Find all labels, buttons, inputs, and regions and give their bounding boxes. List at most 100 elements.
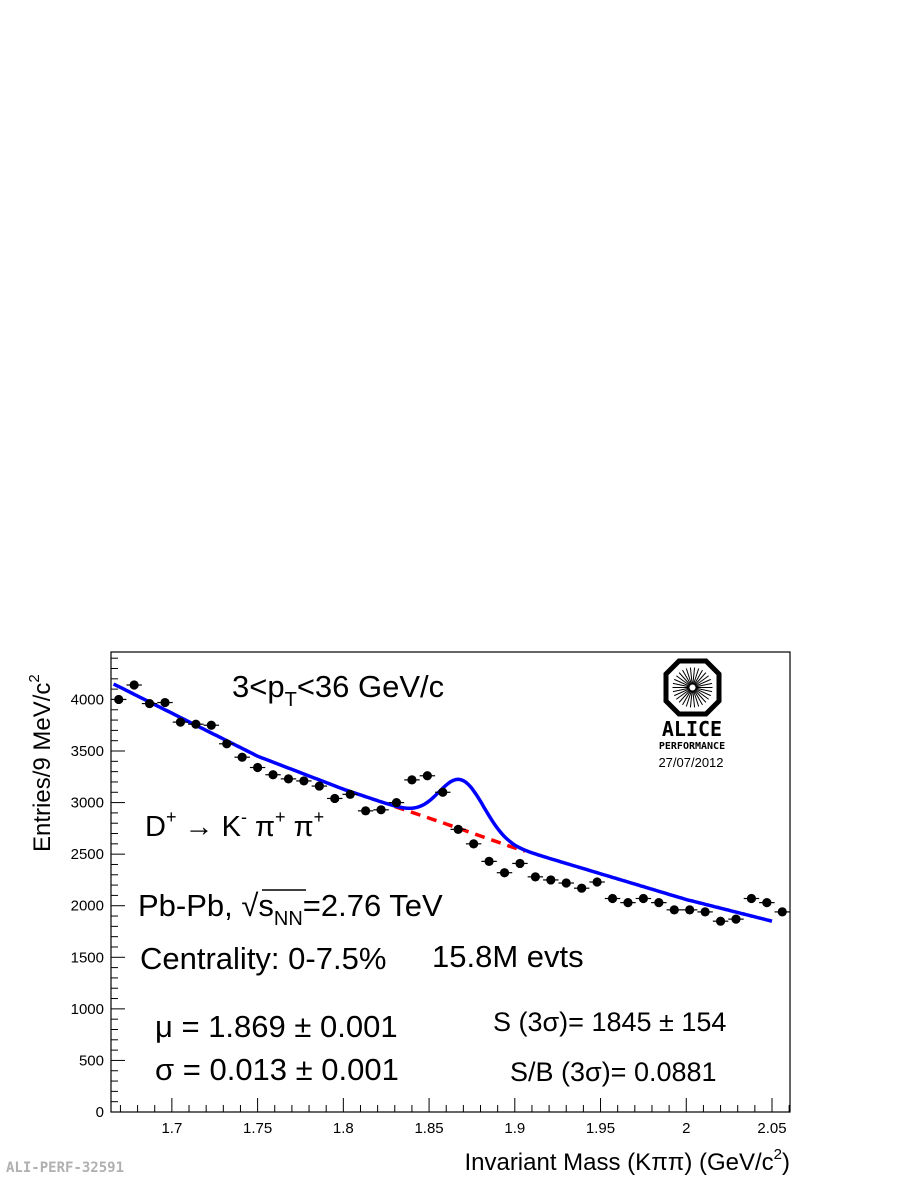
logo-ray xyxy=(674,678,690,687)
sigma-value: σ = 0.013 ± 0.001 xyxy=(155,1052,399,1087)
logo-ray xyxy=(676,675,691,687)
x-tick-label: 1.95 xyxy=(586,1120,615,1137)
data-point xyxy=(253,762,263,773)
events-label: 15.8M evts xyxy=(432,939,584,974)
data-point xyxy=(685,905,695,915)
data-point xyxy=(607,893,618,904)
data-point xyxy=(453,824,463,834)
data-point xyxy=(669,905,679,915)
data-point xyxy=(114,694,124,705)
y-tick-label: 1000 xyxy=(71,1001,104,1018)
logo-ray xyxy=(694,688,709,700)
data-point xyxy=(577,883,587,893)
y-tick-label: 4000 xyxy=(71,691,104,708)
data-point xyxy=(206,720,216,730)
data-point xyxy=(530,872,540,882)
data-point xyxy=(654,898,664,908)
logo-ray xyxy=(695,688,711,697)
x-tick-label: 1.85 xyxy=(414,1120,443,1137)
data-point xyxy=(175,717,186,727)
data-point xyxy=(561,878,571,888)
alice-detector-logo-icon xyxy=(663,658,722,717)
logo-ray xyxy=(689,690,693,708)
data-point xyxy=(700,907,710,917)
y-tick-label: 500 xyxy=(79,1052,104,1069)
data-point xyxy=(715,916,726,926)
logo-ray xyxy=(693,689,703,706)
data-point xyxy=(422,771,432,781)
logo-ray xyxy=(692,690,696,708)
y-tick-label: 2500 xyxy=(71,846,104,863)
data-point xyxy=(129,680,139,690)
data-point xyxy=(623,898,633,908)
signal-over-background-value: S/B (3σ)= 0.0881 xyxy=(510,1057,717,1087)
y-tick-label: 0 xyxy=(96,1104,104,1121)
collision-system-label: Pb-Pb, √sNN=2.76 TeV xyxy=(138,888,443,930)
logo-ray xyxy=(695,682,713,688)
logo-ray xyxy=(692,667,696,685)
logo-ray xyxy=(694,675,709,687)
logo-ray xyxy=(678,689,691,703)
data-point xyxy=(407,775,417,785)
logo-ray xyxy=(678,672,691,686)
logo-ray xyxy=(685,690,693,707)
y-tick-label: 3500 xyxy=(71,743,104,760)
data-point xyxy=(515,858,525,869)
mu-value: μ = 1.869 ± 0.001 xyxy=(155,1009,398,1044)
data-point xyxy=(469,839,479,849)
data-point xyxy=(283,774,294,784)
logo-ray xyxy=(694,689,707,703)
data-point xyxy=(330,793,340,804)
data-point xyxy=(222,739,232,749)
data-point xyxy=(746,893,757,904)
logo-ray xyxy=(695,687,713,693)
decay-channel-label: D+ → K- π+ π+ xyxy=(145,807,324,843)
logo-ray xyxy=(694,672,707,686)
y-tick-label: 1500 xyxy=(71,949,104,966)
logo-ray xyxy=(692,668,700,685)
data-point xyxy=(144,698,155,709)
logo-subtitle: PERFORMANCE xyxy=(659,741,725,752)
logo-ray xyxy=(676,688,691,700)
logo-ray xyxy=(672,687,690,693)
data-point xyxy=(361,806,371,816)
plot-frame xyxy=(110,651,791,1113)
pt-range-label: 3<pT<36 GeV/c xyxy=(232,669,444,711)
logo-name: ALICE xyxy=(662,717,722,741)
data-point xyxy=(160,697,170,708)
data-point xyxy=(345,789,355,799)
data-point xyxy=(391,797,402,808)
y-tick-label: 3000 xyxy=(71,795,104,812)
logo-ray xyxy=(682,669,692,686)
x-tick-label: 2 xyxy=(682,1120,690,1137)
y-axis-ticks: 0 500 1000 1500 2000 2500 3000 3500 4000 xyxy=(71,657,125,1121)
data-point xyxy=(314,781,324,791)
logo-ray xyxy=(693,669,703,686)
data-point xyxy=(546,875,556,885)
data-point xyxy=(268,770,278,780)
x-tick-label: 1.7 xyxy=(161,1120,182,1137)
data-point xyxy=(484,856,494,866)
x-tick-label: 2.05 xyxy=(757,1120,786,1137)
x-tick-label: 1.8 xyxy=(333,1120,354,1137)
centrality-label: Centrality: 0-7.5% xyxy=(140,941,386,976)
logo-ray xyxy=(682,689,692,706)
data-point xyxy=(237,752,247,762)
data-point xyxy=(499,868,510,878)
logo-ray xyxy=(672,682,690,688)
logo-ray xyxy=(685,668,693,685)
data-point xyxy=(731,914,741,924)
data-point xyxy=(438,787,448,797)
data-point xyxy=(638,893,648,904)
data-point xyxy=(762,898,772,908)
x-axis-ticks: 1.7 1.75 1.8 1.85 1.9 1.95 2 2.05 xyxy=(119,1098,790,1137)
logo-ray xyxy=(674,688,690,697)
logo-ray xyxy=(692,690,700,707)
logo-ray xyxy=(689,667,693,685)
data-point xyxy=(777,907,787,917)
data-points xyxy=(111,680,790,926)
y-axis-label: Entries/9 MeV/c2 xyxy=(26,674,56,852)
logo-date: 27/07/2012 xyxy=(658,755,723,770)
x-tick-label: 1.75 xyxy=(243,1120,272,1137)
